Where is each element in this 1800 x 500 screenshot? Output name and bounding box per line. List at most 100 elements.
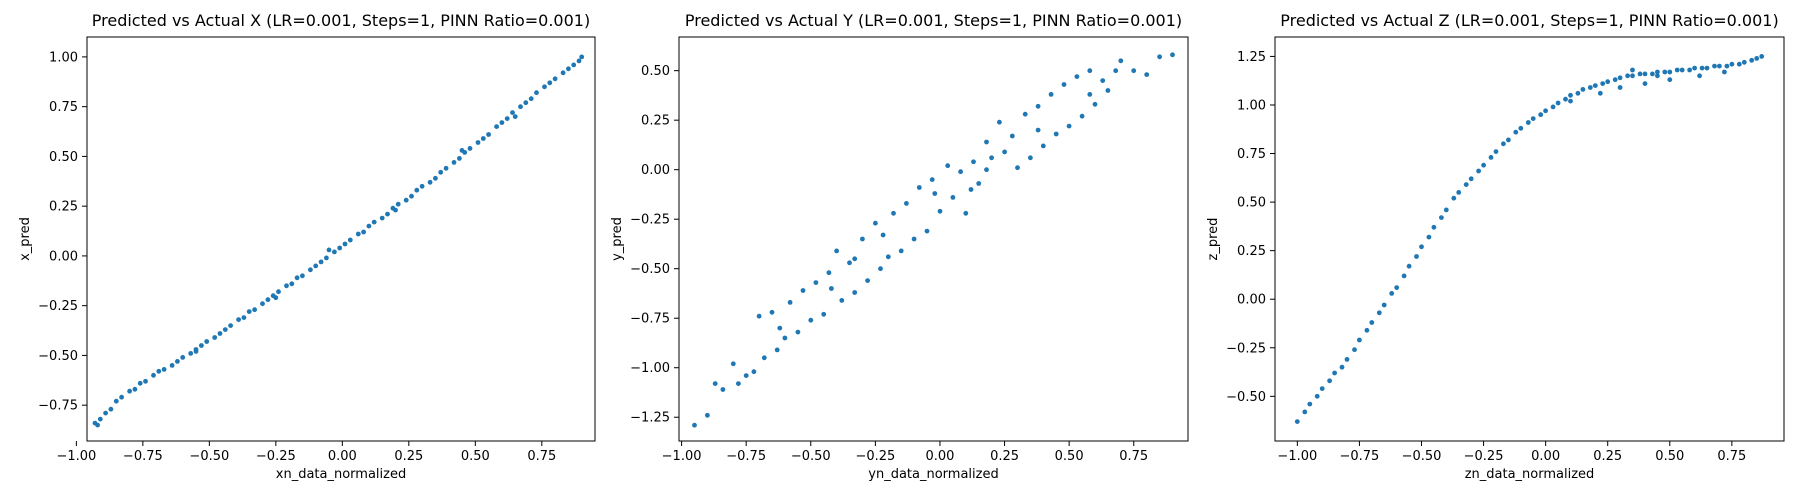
y-tick-label-z-4: 0.50 <box>1237 196 1266 211</box>
data-point-x-15 <box>175 359 180 364</box>
y-tick-label-x-2: −0.25 <box>38 299 78 314</box>
data-point-y-67 <box>1170 52 1175 58</box>
data-point-z-37 <box>1525 120 1531 125</box>
data-point-z-82 <box>1630 67 1635 73</box>
data-point-y-68 <box>777 325 783 331</box>
data-point-x-19 <box>199 343 204 348</box>
data-point-x-37 <box>308 267 313 273</box>
data-point-x-23 <box>222 327 228 332</box>
x-tick-label-x-1: −0.75 <box>123 449 163 464</box>
data-point-y-35 <box>929 177 935 183</box>
data-point-y-18 <box>821 311 827 317</box>
data-point-x-73 <box>523 100 529 106</box>
data-point-y-73 <box>1035 127 1041 133</box>
data-point-x-74 <box>528 96 534 102</box>
x-tick-label-x-7: 0.75 <box>527 449 556 464</box>
data-point-x-59 <box>438 169 444 175</box>
data-point-x-40 <box>324 255 329 261</box>
data-point-y-6 <box>743 373 749 378</box>
data-point-y-56 <box>1066 123 1072 129</box>
data-point-y-24 <box>860 236 865 242</box>
data-point-z-50 <box>1605 79 1611 85</box>
data-point-x-6 <box>119 394 124 400</box>
data-point-y-22 <box>847 260 852 266</box>
data-point-x-75 <box>534 90 539 96</box>
data-point-z-81 <box>1722 69 1727 75</box>
data-point-y-33 <box>916 185 922 190</box>
y-tick-label-x-7: 1.00 <box>49 50 78 65</box>
data-point-z-13 <box>1376 310 1382 316</box>
data-point-y-13 <box>787 300 793 305</box>
data-point-y-70 <box>880 232 886 238</box>
data-point-z-70 <box>1729 61 1735 67</box>
data-point-x-88 <box>512 114 518 119</box>
data-point-x-38 <box>313 263 319 269</box>
data-point-x-85 <box>326 247 332 253</box>
data-point-y-44 <box>989 155 994 161</box>
data-point-y-55 <box>1061 82 1067 87</box>
data-point-x-29 <box>260 301 265 307</box>
data-point-z-8 <box>1344 357 1350 362</box>
data-point-x-11 <box>151 372 156 378</box>
data-point-y-72 <box>984 167 989 173</box>
data-point-x-79 <box>560 70 566 76</box>
data-point-z-72 <box>1741 59 1747 65</box>
data-point-y-60 <box>1092 101 1098 107</box>
data-point-z-71 <box>1736 61 1742 67</box>
data-point-x-4 <box>108 406 114 412</box>
data-point-z-7 <box>1339 364 1345 370</box>
x-tick-label-y-3: −0.25 <box>855 449 895 464</box>
y-tick-label-x-1: −0.50 <box>38 349 78 364</box>
data-point-z-84 <box>1568 98 1573 104</box>
data-point-x-2 <box>97 416 103 422</box>
data-point-y-26 <box>873 220 878 226</box>
x-tick-label-z-7: 0.75 <box>1717 449 1746 464</box>
data-point-x-5 <box>113 398 119 404</box>
data-point-z-12 <box>1369 320 1375 325</box>
data-point-x-27 <box>246 309 252 314</box>
x-tick-label-z-3: −0.25 <box>1464 449 1504 464</box>
data-point-x-24 <box>228 323 234 328</box>
data-point-z-78 <box>1642 81 1648 86</box>
data-point-x-50 <box>385 211 390 217</box>
y-tick-label-y-4: −0.25 <box>630 213 670 228</box>
data-point-z-65 <box>1699 65 1705 71</box>
data-point-y-23 <box>852 290 858 295</box>
data-point-z-83 <box>1655 73 1660 79</box>
data-point-y-54 <box>1053 131 1059 137</box>
data-point-x-57 <box>427 179 433 185</box>
data-point-x-87 <box>459 148 465 153</box>
data-point-y-28 <box>885 254 891 260</box>
data-point-x-28 <box>252 307 257 313</box>
x-tick-label-x-5: 0.25 <box>394 449 423 464</box>
data-point-z-52 <box>1617 75 1623 81</box>
data-point-z-23 <box>1439 215 1444 221</box>
data-point-y-15 <box>800 288 806 293</box>
data-point-z-32 <box>1493 149 1499 155</box>
chart-title-z: Predicted vs Actual Z (LR=0.001, Steps=1… <box>1280 11 1778 30</box>
data-point-y-34 <box>924 228 930 234</box>
data-point-y-77 <box>1113 68 1119 74</box>
data-point-y-57 <box>1074 74 1080 79</box>
data-point-x-46 <box>361 229 366 235</box>
data-point-y-69 <box>829 286 834 291</box>
data-point-x-69 <box>499 120 505 125</box>
data-point-y-42 <box>976 181 982 186</box>
data-point-z-30 <box>1481 162 1486 168</box>
chart-title-y: Predicted vs Actual Y (LR=0.001, Steps=1… <box>685 11 1182 30</box>
data-point-y-7 <box>751 369 757 375</box>
y-axis-label-z: z_pred <box>1206 218 1221 261</box>
data-point-y-53 <box>1048 92 1054 97</box>
data-point-y-29 <box>891 210 896 216</box>
panel-y: −1.00 −0.75 −0.50 −0.25 0.00 0.25 0.50 0.75 −1.2… <box>610 11 1189 482</box>
y-tick-label-x-6: 0.75 <box>49 100 78 115</box>
data-point-y-65 <box>1144 72 1150 77</box>
data-point-y-1 <box>705 412 710 418</box>
data-point-y-11 <box>774 347 780 353</box>
data-point-y-58 <box>1079 113 1085 119</box>
data-point-z-2 <box>1307 401 1313 407</box>
data-point-y-66 <box>1157 54 1162 60</box>
data-point-y-38 <box>950 195 956 200</box>
data-point-x-70 <box>504 116 510 121</box>
